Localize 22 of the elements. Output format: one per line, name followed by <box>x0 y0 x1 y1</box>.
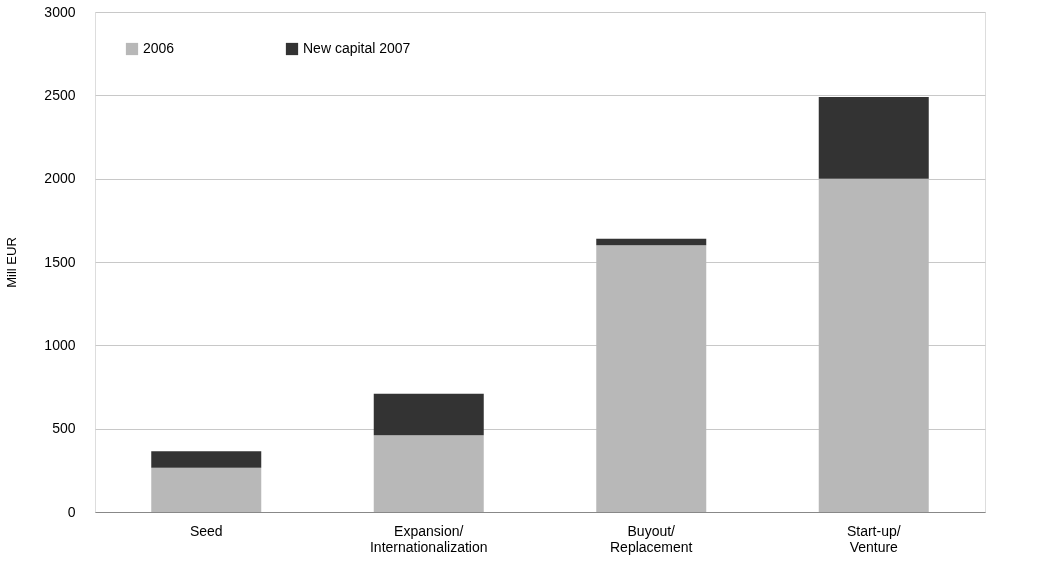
bar <box>596 238 707 246</box>
x-tick-label: Buyout/ Replacement <box>610 522 693 555</box>
bar <box>373 435 484 512</box>
y-tick-label: 2500 <box>44 86 76 103</box>
bar <box>151 467 262 512</box>
bar <box>818 178 929 512</box>
legend-label: 2006 <box>143 40 175 56</box>
legend-label: New capital 2007 <box>303 40 411 56</box>
x-tick-label: Start-up/ Venture <box>846 522 901 555</box>
y-tick-label: 1500 <box>44 253 76 270</box>
y-axis-title: Mill EUR <box>4 237 20 288</box>
x-tick-label: Expansion/ Internationalization <box>369 522 488 555</box>
bar <box>373 393 484 436</box>
bar <box>818 97 929 179</box>
bar <box>596 245 707 512</box>
y-tick-label: 1000 <box>44 336 76 353</box>
x-tick-label: Seed <box>189 522 223 539</box>
y-tick-label: 0 <box>67 503 76 520</box>
y-tick-label: 3000 <box>44 3 76 20</box>
y-tick-label: 500 <box>52 420 76 437</box>
bar <box>151 451 262 468</box>
y-tick-label: 2000 <box>44 170 76 187</box>
